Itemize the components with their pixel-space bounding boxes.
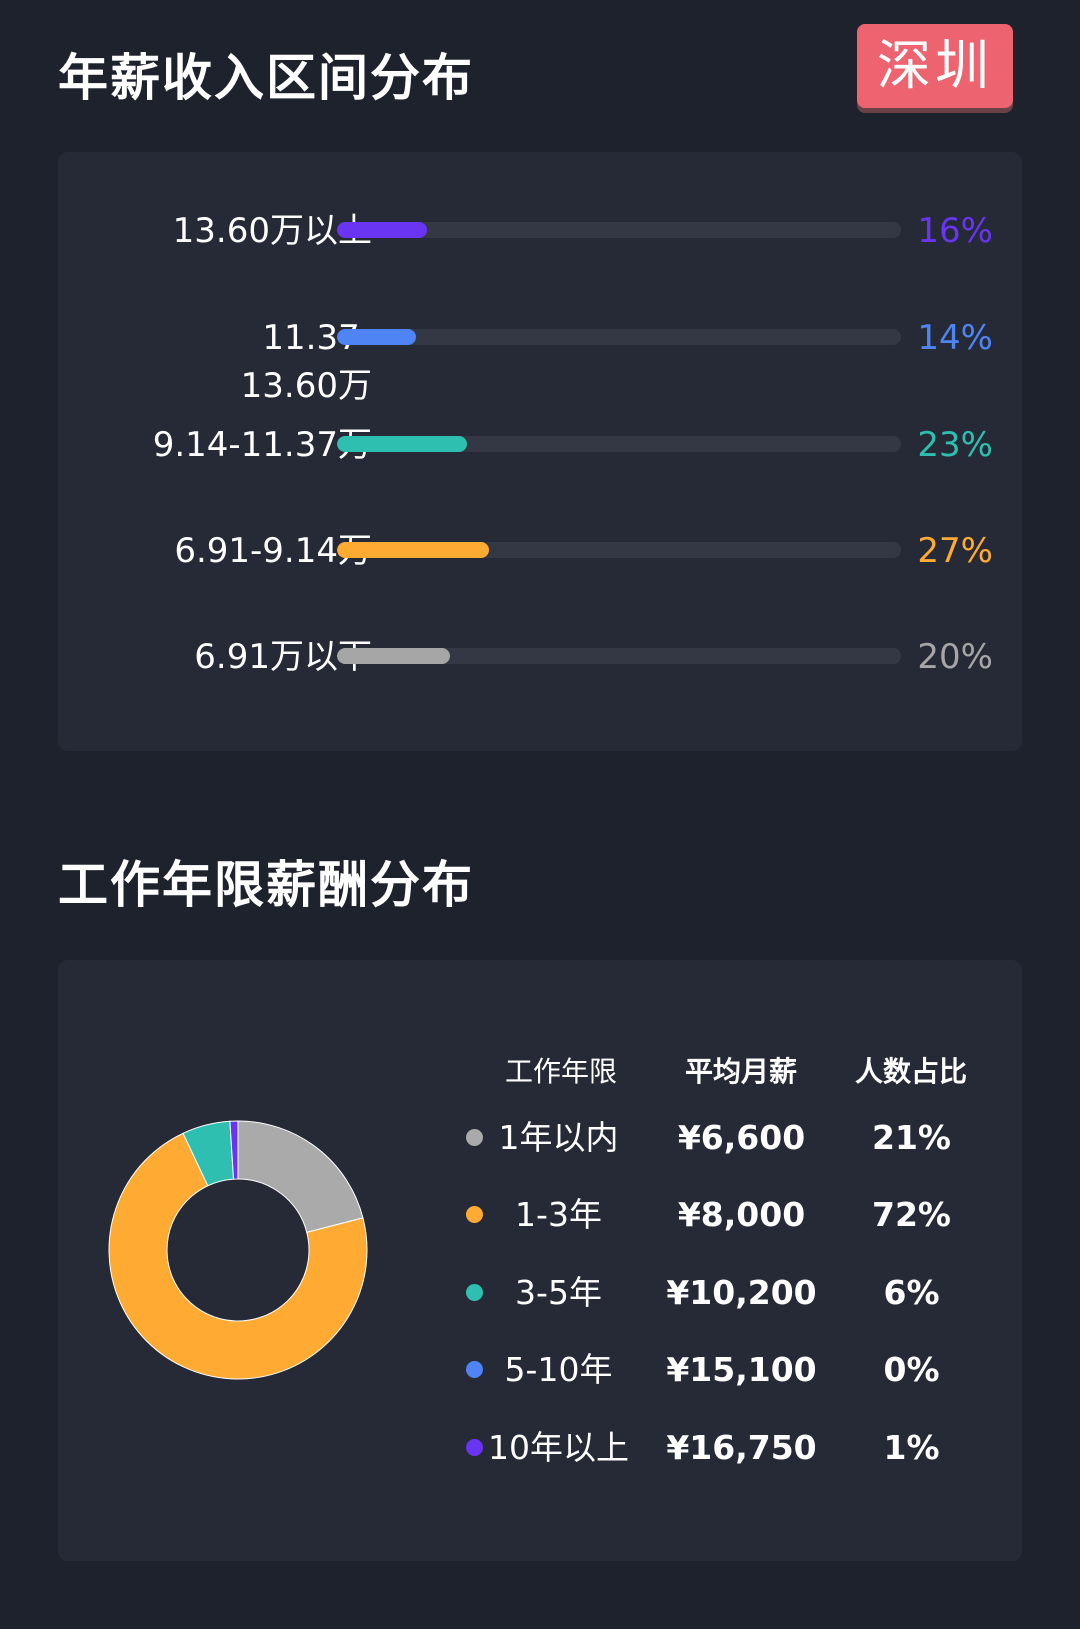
income-bar-track [337, 542, 901, 558]
income-range-label: 9.14-11.37万 [152, 425, 372, 465]
legend-dot-icon [466, 1129, 483, 1146]
experience-donut-chart [108, 1120, 368, 1380]
income-bar-fill [337, 436, 467, 452]
income-bar-track [337, 648, 901, 664]
experience-table-row: 1年以内 ¥6,600 21% [58, 1113, 1022, 1163]
experience-years: 10年以上 [488, 1428, 629, 1467]
experience-table-row: 1-3年 ¥8,000 72% [58, 1190, 1022, 1240]
income-section-title: 年薪收入区间分布 [58, 49, 474, 107]
income-bar-track [337, 222, 901, 238]
income-bar-track [337, 436, 901, 452]
experience-table-row: 3-5年 ¥10,200 6% [58, 1268, 1022, 1318]
header-years: 工作年限 [504, 1055, 617, 1088]
headcount-ratio: 72% [872, 1195, 951, 1234]
experience-table-row: 5-10年 ¥15,100 0% [58, 1345, 1022, 1395]
headcount-ratio: 21% [872, 1118, 951, 1157]
income-row: 6.91-9.14万 27% [58, 519, 1022, 579]
income-percent: 20% [917, 637, 993, 677]
average-monthly-salary: ¥8,000 [677, 1195, 806, 1234]
average-monthly-salary: ¥15,100 [666, 1350, 817, 1389]
headcount-ratio: 0% [883, 1350, 940, 1389]
legend-dot-icon [466, 1361, 483, 1378]
income-distribution-card: 13.60万以上 16% 11.37-13.60万 14% 9.14-11.37万 23%… [58, 152, 1022, 751]
average-monthly-salary: ¥16,750 [666, 1428, 817, 1467]
legend-dot-icon [466, 1206, 483, 1223]
income-percent: 16% [917, 211, 993, 251]
income-row: 13.60万以上 16% [58, 199, 1022, 259]
headcount-ratio: 1% [883, 1428, 940, 1467]
experience-years: 5-10年 [504, 1350, 613, 1389]
income-percent: 27% [917, 531, 993, 571]
headcount-ratio: 6% [883, 1273, 940, 1312]
income-bar-fill [337, 648, 450, 664]
legend-dot-icon [466, 1439, 483, 1456]
experience-years: 1-3年 [515, 1195, 602, 1234]
donut-slice [229, 1120, 239, 1180]
experience-years: 3-5年 [515, 1273, 602, 1312]
income-percent: 14% [917, 318, 993, 358]
income-bar-fill [337, 542, 490, 558]
income-bar-fill [337, 329, 416, 345]
income-row: 6.91万以下 20% [58, 625, 1022, 685]
experience-salary-card: 工作年限 平均月薪 人数占比 1年以内 ¥6,600 21% 1-3年 ¥8,000 72… [58, 960, 1022, 1561]
experience-section-title: 工作年限薪酬分布 [58, 856, 474, 914]
experience-years: 1年以内 [498, 1118, 619, 1157]
income-range-label: 11.37-13.60万 [240, 318, 372, 406]
legend-dot-icon [466, 1284, 483, 1301]
income-row: 9.14-11.37万 23% [58, 413, 1022, 473]
income-bar-track [337, 329, 901, 345]
city-selector-button[interactable]: 深圳 [857, 24, 1013, 108]
donut-slice [108, 1132, 368, 1380]
income-row: 11.37-13.60万 14% [58, 306, 1022, 406]
income-bar-fill [337, 222, 428, 238]
average-monthly-salary: ¥10,200 [666, 1273, 817, 1312]
header-ratio: 人数占比 [854, 1055, 967, 1088]
experience-table-row: 10年以上 ¥16,750 1% [58, 1423, 1022, 1473]
average-monthly-salary: ¥6,600 [677, 1118, 806, 1157]
header-salary: 平均月薪 [684, 1055, 797, 1088]
income-percent: 23% [917, 425, 993, 465]
